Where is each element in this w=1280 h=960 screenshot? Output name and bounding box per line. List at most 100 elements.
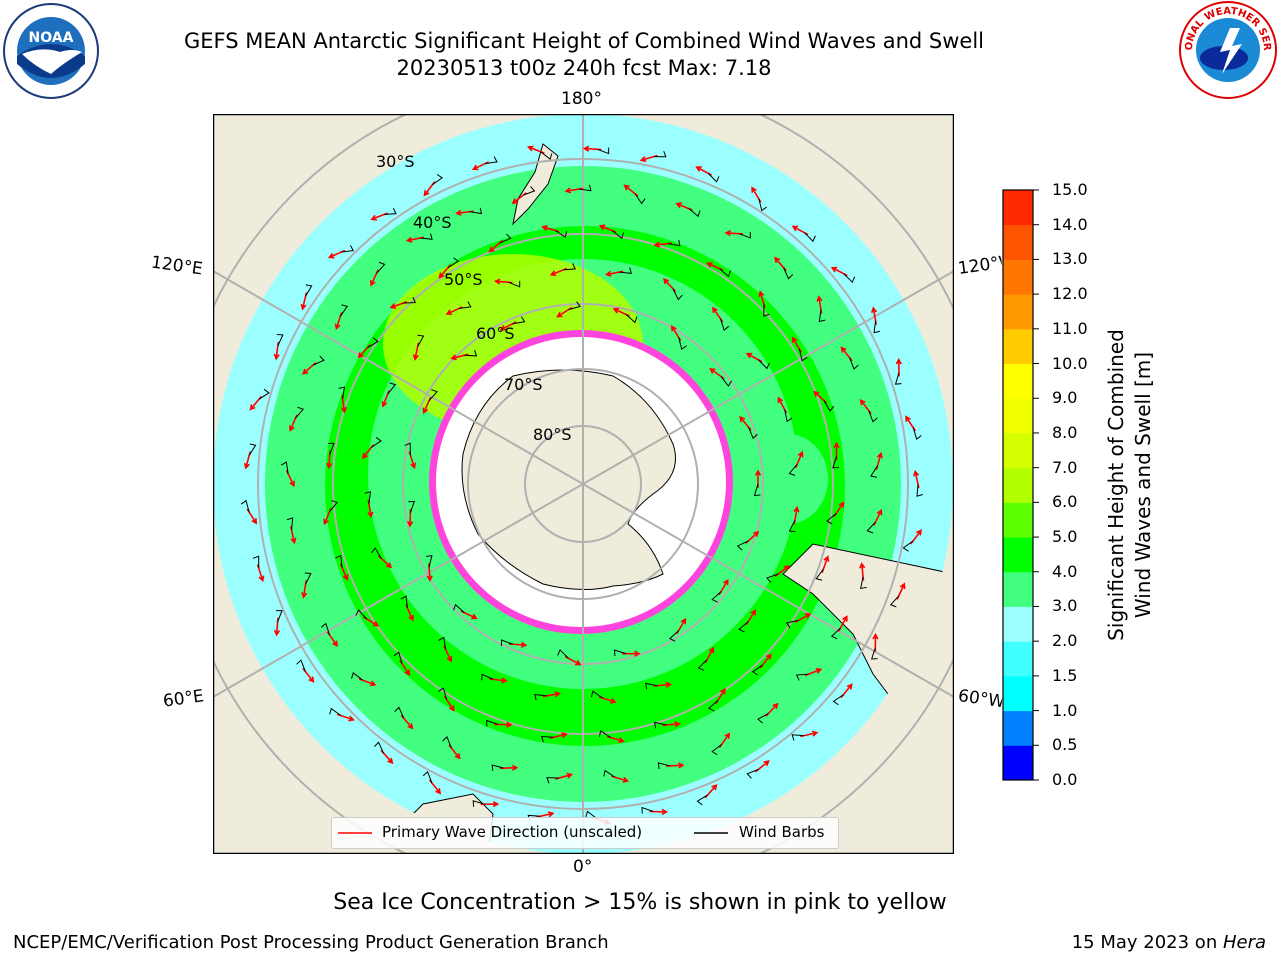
wind-barb [788,520,796,533]
wind-barb [688,208,701,218]
wind-barb [766,573,779,583]
wind-barb [832,694,844,706]
wind-barb [668,630,680,642]
colorbar-tick-label: 0.5 [1052,735,1078,755]
wind-barb [258,388,270,400]
wind-barb [868,410,878,423]
wind-barb [296,659,306,672]
map-legend: Primary Wave Direction (unscaled) Wind B… [331,817,839,849]
wave-legend-label: Primary Wave Direction (unscaled) [382,823,643,841]
wind-barb [420,233,433,240]
noaa-logo-text: NOAA [29,30,74,46]
colorbar-segment [1003,190,1033,226]
nws-logo: NATIONAL WEATHER SERVICE [1178,0,1277,99]
colorbar-segment [1003,432,1033,469]
wind-barb [452,603,465,614]
wind-barb [464,350,478,357]
wind-barb [912,427,922,440]
colorbar-tick-label: 10.0 [1052,353,1088,373]
colorbar-segment [1003,571,1033,607]
wind-barb [738,231,751,239]
colorbar-segment [1003,606,1033,642]
lon-label-120e: 120°E [149,252,204,280]
wind-barb [458,301,472,309]
wind-barb [585,810,598,820]
barb-legend-label: Wind Barbs [739,823,825,841]
wind-barb [557,649,569,659]
wind-barb [748,426,758,440]
lat-label-50s: 50°S [444,270,483,289]
wind-barb [472,800,485,807]
wind-barb [304,572,312,585]
colorbar [1002,189,1039,781]
wind-barb [708,699,719,712]
wind-barb [763,304,770,318]
wind-barb [818,309,826,323]
wind-barb [486,719,499,727]
wave-legend-line [338,832,372,834]
wind-barb [428,389,438,402]
wind-barb [438,687,448,700]
wind-barb [590,690,603,699]
wind-barb [832,456,839,469]
colorbar-tick-label: 5.0 [1052,527,1078,547]
wind-barb [252,555,260,569]
wind-barb [826,513,837,525]
wind-barb [508,280,521,288]
wind-barb [276,334,284,346]
wind-barb [889,595,900,608]
colorbar-tick-label: 4.0 [1052,561,1078,581]
polar-map [213,114,954,854]
wind-barb [603,769,616,778]
wind-barb [320,622,331,636]
wind-barb [823,400,835,412]
wind-barb [894,372,902,385]
wind-barb [707,172,720,183]
wind-barb [438,636,447,650]
antarctica [461,369,676,591]
colorbar-tick-label: 14.0 [1052,214,1088,234]
wind-barb [364,491,372,504]
wind-barb [355,609,367,620]
wind-barb [657,762,671,769]
wind-barb [830,627,841,640]
colorbar-tick-label: 1.5 [1052,665,1078,685]
wind-barb [500,639,513,646]
wind-barb [370,437,382,449]
colorbar-tick-label: 9.0 [1052,388,1078,408]
wind-barb [387,382,397,395]
wind-barb [447,257,460,269]
wind-barb [613,649,627,657]
wind-barb [422,770,433,784]
wind-barb [485,156,498,165]
colorbar-border [1002,189,1034,781]
wind-barb [849,357,859,370]
colorbar-segment [1003,328,1033,365]
wind-barb [798,348,808,362]
wind-barb [534,693,547,701]
lat-label-40s: 40°S [413,213,452,232]
wind-barb [738,621,749,633]
wind-barb [563,263,577,271]
wind-barb [295,406,305,419]
wind-barb [432,174,444,186]
wind-barb [546,777,559,784]
colorbar-segment [1003,745,1033,781]
wind-barb [341,245,355,253]
colorbar-label: Significant Height of Combined Wind Wave… [1103,329,1157,641]
footer-date-text: 15 May 2023 on [1071,932,1223,953]
wind-barb [788,463,798,476]
wind-barb [753,483,761,497]
wind-barb [312,355,325,366]
wind-barb [719,318,730,331]
colorbar-segment [1003,467,1033,503]
wind-barb [371,547,382,559]
colorbar-segment [1003,675,1033,712]
wind-barb [403,296,417,304]
colorbar-segment [1003,224,1033,260]
lon-label-120w: 120°W [956,253,1004,279]
wind-barb [791,734,805,741]
wind-barb [870,647,878,660]
wind-barb [785,619,799,629]
chart-title-line1: GEFS MEAN Antarctic Significant Height o… [183,29,985,53]
